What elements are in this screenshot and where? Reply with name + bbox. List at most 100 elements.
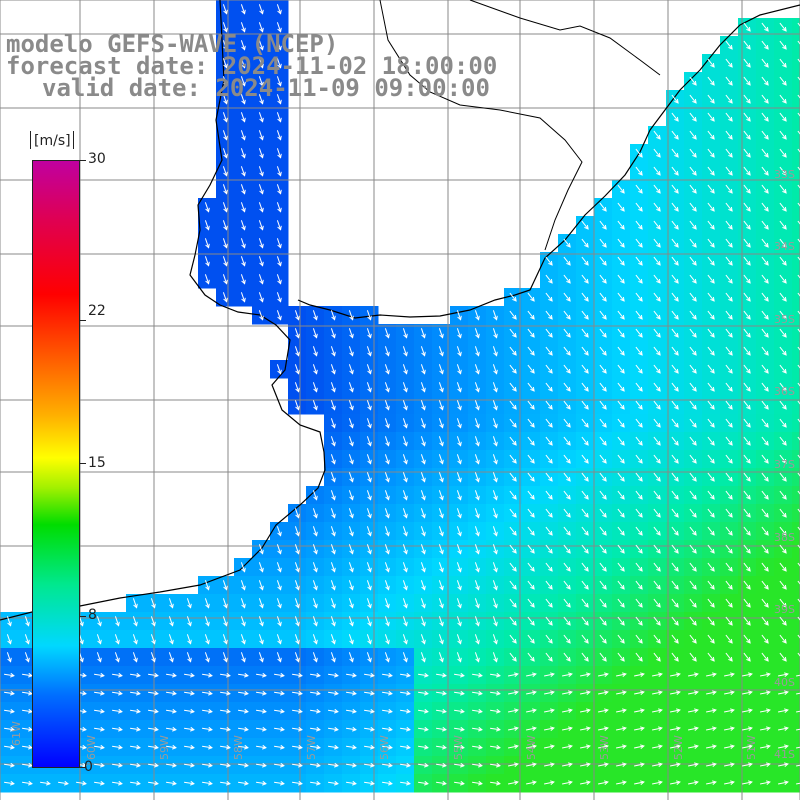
wind-arrow-head	[280, 726, 285, 732]
wind-arrow	[725, 112, 733, 122]
wind-arrow	[366, 544, 372, 554]
wind-arrow	[492, 526, 498, 536]
wind-arrow-head	[439, 567, 444, 573]
wind-arrow-head	[457, 531, 462, 537]
wind-arrow-head	[457, 405, 462, 411]
wind-arrow-head	[259, 261, 264, 267]
wind-arrow-head	[28, 708, 33, 714]
wind-arrow-head	[548, 296, 553, 302]
wind-arrow-head	[728, 566, 733, 572]
wind-arrow	[779, 40, 787, 50]
wind-arrow	[795, 764, 800, 767]
wind-arrow-head	[621, 672, 627, 677]
wind-arrow	[563, 598, 571, 608]
wind-arrow-head	[764, 314, 769, 320]
wind-arrow-head	[493, 531, 498, 537]
wind-arrow-head	[710, 656, 715, 662]
wind-arrow-head	[478, 690, 483, 696]
wind-arrow	[274, 673, 284, 677]
wind-arrow	[294, 508, 300, 518]
wind-arrow	[454, 709, 464, 713]
wind-arrow-head	[223, 657, 228, 663]
wind-arrow	[312, 508, 318, 518]
wind-arrow	[689, 292, 697, 302]
wind-arrow	[348, 364, 354, 374]
wind-arrow-head	[746, 638, 751, 644]
wind-arrow	[454, 673, 464, 677]
wind-arrow	[797, 634, 800, 639]
wind-arrow-head	[512, 440, 517, 446]
wind-arrow-head	[241, 603, 246, 609]
wind-arrow-head	[710, 170, 715, 176]
wind-arrow	[222, 598, 228, 608]
wind-arrow	[22, 727, 32, 731]
wind-arrow	[725, 382, 733, 392]
colorbar-tick-line-0	[80, 767, 86, 768]
wind-arrow-head	[710, 602, 715, 608]
wind-arrow	[527, 400, 535, 410]
wind-arrow	[292, 691, 302, 695]
wind-arrow-head	[334, 726, 339, 732]
wind-arrow-head	[190, 672, 195, 678]
wind-arrow-head	[512, 602, 517, 608]
wind-arrow-head	[493, 513, 498, 519]
wind-arrow	[723, 763, 735, 767]
wind-arrow-head	[656, 224, 661, 230]
wind-arrow	[276, 4, 282, 14]
wind-arrow-head	[331, 567, 336, 573]
wind-arrow-head	[692, 422, 697, 428]
wind-arrow-head	[674, 656, 679, 662]
wind-arrow-head	[313, 657, 318, 663]
lon-label-54w: 54W	[525, 735, 538, 760]
wind-arrow	[240, 562, 246, 572]
wind-arrow-head	[406, 708, 411, 714]
wind-arrow-head	[385, 477, 390, 483]
wind-arrow-head	[79, 639, 84, 645]
wind-arrow	[561, 691, 573, 695]
wind-arrow	[420, 544, 426, 554]
wind-arrow	[635, 166, 643, 176]
wind-arrow-head	[675, 690, 681, 695]
wind-arrow	[543, 727, 555, 731]
wind-arrow	[222, 202, 228, 212]
wind-arrow	[348, 616, 354, 626]
wind-arrow	[114, 616, 120, 626]
wind-arrow	[22, 763, 32, 767]
wind-arrow	[348, 634, 354, 644]
wind-arrow-head	[692, 116, 697, 122]
wind-arrow-head	[223, 135, 228, 141]
wind-arrow-head	[548, 620, 553, 626]
wind-arrow-head	[656, 368, 661, 374]
wind-arrow-head	[512, 404, 517, 410]
wind-arrow	[382, 763, 392, 767]
wind-arrow-head	[457, 477, 462, 483]
wind-arrow-head	[100, 690, 105, 696]
wind-arrow	[525, 745, 537, 749]
wind-arrow-head	[367, 351, 372, 357]
wind-arrow	[563, 562, 571, 572]
wind-arrow	[689, 382, 697, 392]
wind-arrow-head	[223, 45, 228, 51]
wind-arrow	[761, 94, 769, 104]
wind-arrow	[671, 454, 679, 464]
wind-arrow-head	[223, 297, 228, 303]
wind-arrow	[563, 634, 571, 644]
wind-arrow	[184, 691, 194, 695]
wind-arrow-head	[403, 549, 408, 555]
wind-arrow-head	[331, 315, 336, 321]
wind-arrow	[166, 709, 176, 713]
wind-arrow-head	[385, 459, 390, 465]
wind-arrow	[166, 781, 176, 785]
wind-arrow-head	[367, 333, 372, 339]
wind-arrow-head	[656, 458, 661, 464]
wind-arrow-head	[475, 549, 480, 555]
wind-arrow-head	[223, 261, 228, 267]
wind-arrow	[438, 382, 444, 392]
wind-arrow	[633, 691, 645, 695]
wind-arrow	[671, 472, 679, 482]
wind-arrow	[240, 4, 246, 14]
lon-label-55w: 55W	[452, 735, 465, 760]
title-line-forecast-date: forecast date: 2024-11-02 18:00:00	[6, 52, 498, 80]
wind-arrow-head	[512, 530, 517, 536]
wind-arrow-head	[439, 657, 444, 663]
